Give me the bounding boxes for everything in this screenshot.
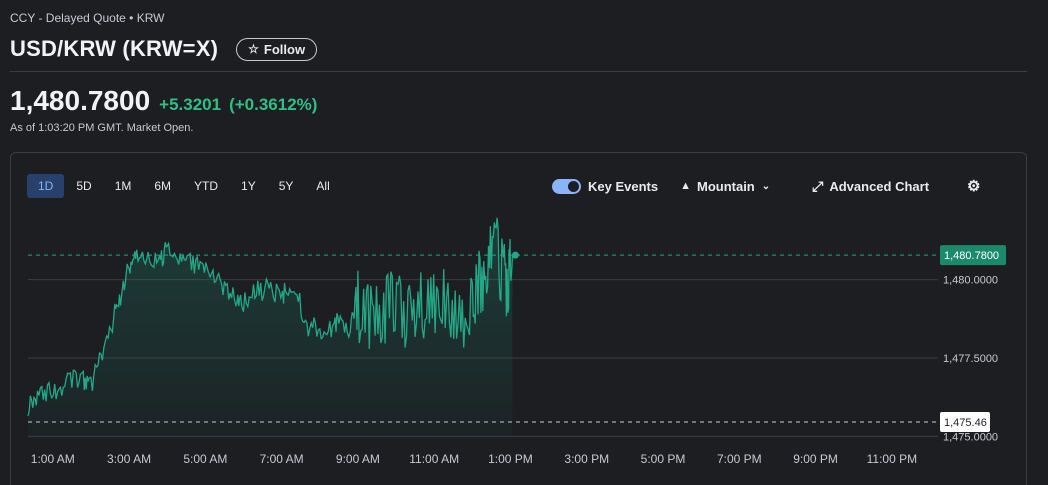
range-tab-6m[interactable]: 6M [154, 179, 172, 193]
toggle-knob [568, 180, 579, 192]
range-tab-5d[interactable]: 5D [76, 179, 92, 193]
previous-close-badge [940, 412, 990, 433]
x-tick-label: 1:00 PM [488, 452, 533, 466]
range-tab-ytd[interactable]: YTD [194, 179, 219, 193]
range-tab-1y[interactable]: 1Y [241, 179, 256, 193]
x-tick-label: 3:00 AM [107, 452, 151, 466]
mountain-icon: ▲ [680, 180, 691, 192]
x-tick-label: 11:00 AM [409, 452, 459, 466]
price-row: 1,480.7800 +5.3201 (+0.3612%) [10, 85, 317, 117]
key-events-label: Key Events [588, 178, 659, 194]
chart-type-dropdown[interactable]: ▲ Mountain ⌄ [680, 173, 770, 199]
chart-type-label: Mountain [696, 178, 755, 194]
quote-meta: CCY - Delayed Quote • KRW [10, 11, 165, 25]
price-change: +5.3201 [159, 95, 222, 114]
key-events-toggle[interactable]: Key Events [552, 173, 658, 199]
previous-close-label: 1,475.46 [944, 417, 987, 429]
x-tick-label: 5:00 AM [183, 452, 227, 466]
title-row: USD/KRW (KRW=X) ☆ Follow [10, 36, 318, 62]
x-tick-label: 1:00 AM [31, 452, 75, 466]
y-tick-label: 1,480.0000 [943, 275, 998, 287]
range-tab-5y[interactable]: 5Y [278, 179, 294, 193]
x-tick-label: 7:00 AM [260, 452, 304, 466]
chevron-down-icon: ⌄ [761, 180, 771, 192]
x-tick-label: 5:00 PM [641, 452, 686, 466]
x-tick-label: 7:00 PM [717, 452, 762, 466]
gear-icon: ⚙ [967, 178, 981, 195]
header-divider [10, 71, 1027, 72]
star-icon: ☆ [248, 42, 259, 56]
price-line[interactable] [27, 217, 514, 417]
price-area-fill [28, 217, 513, 438]
y-tick-label: 1,475.0000 [943, 431, 998, 443]
y-tick-label: 1,477.5000 [943, 353, 998, 365]
x-tick-label: 3:00 PM [564, 452, 609, 466]
current-price-label: 1,480.7800 [944, 250, 999, 262]
range-tab-1d[interactable]: 1D [27, 174, 65, 198]
expand-icon: ⤢ [812, 177, 824, 194]
current-price-dot [511, 251, 519, 259]
toggle-switch[interactable] [552, 178, 581, 194]
as-of-timestamp: As of 1:03:20 PM GMT. Market Open. [10, 122, 194, 134]
range-tabs: 1D 5D 1M 6M YTD 1Y 5Y All [27, 174, 342, 198]
range-tab-all[interactable]: All [316, 179, 330, 193]
follow-label: Follow [263, 41, 306, 57]
advanced-chart-button[interactable]: ⤢ Advanced Chart [812, 173, 929, 199]
current-price: 1,480.7800 [10, 85, 151, 116]
price-change-percent: (+0.3612%) [229, 95, 318, 114]
advanced-chart-label: Advanced Chart [829, 178, 930, 194]
follow-button[interactable]: ☆ Follow [236, 37, 318, 61]
x-tick-label: 11:00 PM [867, 452, 917, 466]
range-tab-1m[interactable]: 1M [114, 179, 132, 193]
x-tick-label: 9:00 PM [793, 452, 838, 466]
chart-controls: Key Events ▲ Mountain ⌄ ⤢ Advanced Chart… [552, 173, 981, 199]
x-tick-label: 9:00 AM [336, 452, 380, 466]
current-price-badge [940, 245, 1006, 266]
page-title: USD/KRW (KRW=X) [10, 36, 219, 61]
chart-settings-button[interactable]: ⚙ [967, 173, 980, 199]
